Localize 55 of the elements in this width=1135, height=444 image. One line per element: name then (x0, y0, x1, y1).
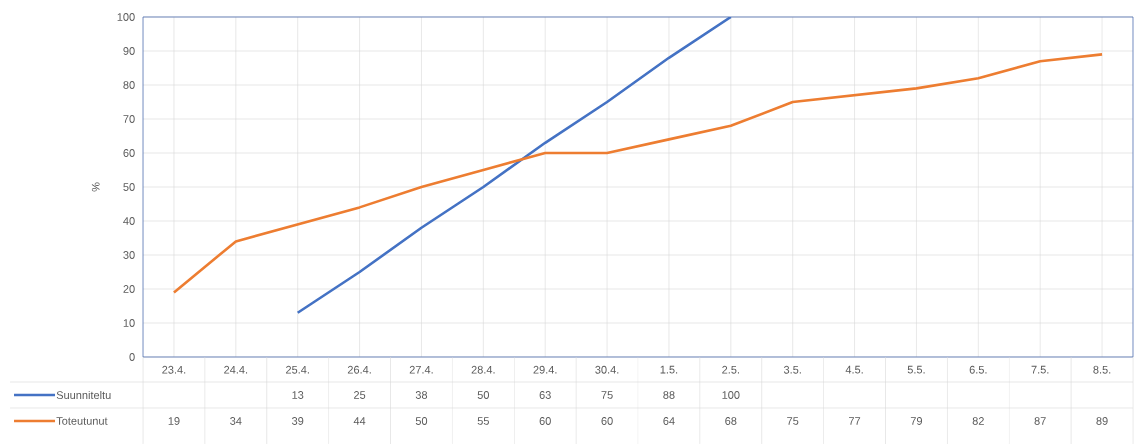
x-tick-label: 28.4. (471, 365, 495, 374)
data-label: 38 (415, 391, 428, 399)
data-label: 88 (663, 391, 675, 399)
data-label: 13 (292, 391, 304, 399)
x-tick-label: 29.4. (533, 365, 557, 374)
data-label: 50 (477, 391, 489, 399)
y-tick-label: 0 (129, 353, 135, 361)
data-label: 75 (787, 417, 799, 425)
x-tick-label: 2.5. (722, 365, 739, 374)
legend-label: Suunniteltu (56, 390, 111, 400)
x-tick-label: 30.4. (595, 365, 619, 374)
data-label: 39 (292, 417, 304, 425)
y-tick-label: 100 (117, 13, 135, 21)
x-tick-label: 5.5. (907, 365, 925, 374)
x-tick-label: 27.4. (409, 365, 433, 374)
data-label: 50 (415, 417, 428, 425)
data-label: 87 (1034, 417, 1046, 425)
y-tick-label: 30 (123, 251, 135, 259)
y-axis-title: % (91, 182, 100, 192)
line-series (296, 16, 733, 315)
y-tick-label: 80 (123, 81, 135, 89)
data-label: 68 (725, 417, 737, 425)
y-tick-label: 60 (123, 149, 135, 157)
data-label: 44 (353, 417, 366, 425)
data-label: 60 (539, 417, 551, 425)
y-tick-label: 90 (123, 47, 135, 55)
data-label: 89 (1096, 417, 1108, 425)
data-label: 82 (972, 417, 984, 425)
x-tick-label: 6.5. (969, 365, 987, 374)
data-label: 34 (230, 417, 242, 425)
x-tick-label: 24.4. (224, 365, 248, 374)
x-tick-label: 4.5. (845, 365, 863, 374)
x-tick-label: 25.4. (286, 365, 309, 374)
data-label: 100 (722, 391, 740, 399)
legend-label: Toteutunut (56, 417, 108, 425)
data-label: 55 (477, 417, 489, 425)
x-tick-label: 7.5. (1031, 365, 1049, 374)
data-label: 75 (601, 391, 613, 399)
y-tick-label: 70 (123, 115, 135, 123)
y-tick-label: 20 (123, 285, 135, 293)
x-tick-label: 1.5. (660, 365, 678, 374)
y-tick-label: 50 (123, 183, 135, 191)
data-label: 25 (354, 391, 366, 399)
data-label: 64 (663, 417, 675, 425)
y-tick-label: 10 (123, 319, 135, 327)
data-label: 19 (168, 417, 180, 425)
x-tick-label: 8.5. (1093, 365, 1111, 374)
data-label: 60 (601, 417, 613, 425)
x-tick-label: 26.4. (347, 365, 371, 374)
data-label: 77 (849, 417, 861, 425)
y-tick-label: 40 (123, 217, 135, 225)
x-tick-label: 3.5. (783, 365, 801, 374)
x-tick-label: 23.4. (162, 365, 186, 374)
data-label: 79 (910, 417, 923, 425)
data-label: 63 (539, 391, 551, 399)
